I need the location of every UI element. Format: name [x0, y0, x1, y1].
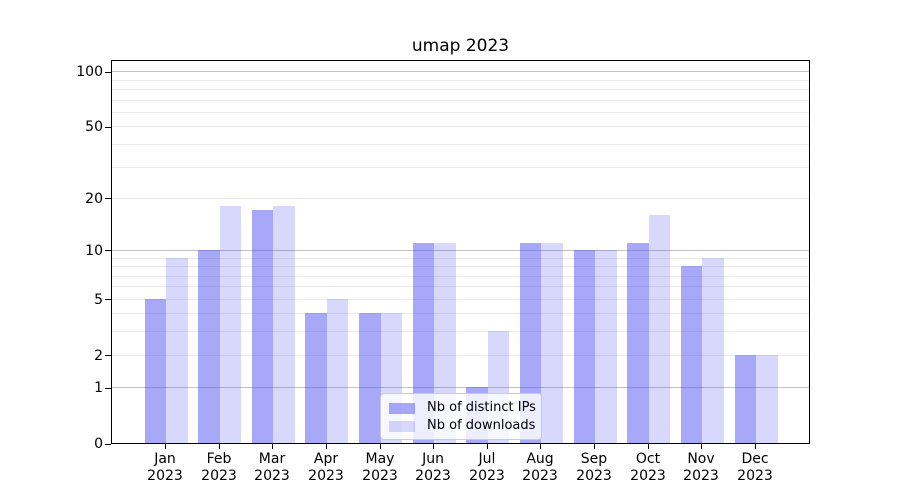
x-tick-mark-jun-2023 [433, 444, 434, 449]
x-tick-mark-aug-2023 [540, 444, 541, 449]
x-tick-mark-sep-2023 [594, 444, 595, 449]
gridline-minor-5 [112, 298, 809, 300]
legend-label-downloads: Nb of downloads [427, 418, 536, 433]
gridline-minor-2 [112, 354, 809, 356]
bar-nb-of-distinct-ips-apr-2023 [305, 313, 327, 443]
bar-nb-of-downloads-apr-2023 [326, 298, 349, 443]
gridline-minor-90 [112, 79, 809, 81]
y-tick-mark-0 [105, 444, 111, 445]
x-tick-mark-feb-2023 [219, 444, 220, 449]
bar-nb-of-downloads-oct-2023 [648, 214, 671, 443]
y-tick-mark-10 [105, 250, 111, 251]
x-tick-label-jul-2023: Jul 2023 [469, 451, 505, 484]
bar-nb-of-downloads-mar-2023 [273, 206, 295, 443]
x-tick-mark-apr-2023 [326, 444, 327, 449]
gridline-minor-4 [112, 313, 809, 315]
x-tick-label-oct-2023: Oct 2023 [630, 451, 666, 484]
y-tick-label-50: 50 [85, 119, 103, 135]
gridline-minor-9 [112, 257, 809, 259]
legend: Nb of distinct IPs Nb of downloads [380, 393, 542, 440]
legend-item-downloads: Nb of downloads [389, 418, 536, 434]
y-tick-label-5: 5 [94, 292, 103, 308]
x-tick-label-jan-2023: Jan 2023 [147, 451, 183, 484]
x-tick-mark-dec-2023 [755, 444, 756, 449]
gridline-minor-7 [112, 275, 809, 277]
gridline-minor-6 [112, 286, 809, 288]
x-tick-label-apr-2023: Apr 2023 [308, 451, 344, 484]
x-tick-label-may-2023: May 2023 [362, 451, 398, 484]
y-tick-label-0: 0 [94, 436, 103, 452]
gridline-minor-80 [112, 89, 809, 91]
y-tick-mark-20 [105, 198, 111, 199]
bar-nb-of-distinct-ips-may-2023 [359, 313, 381, 443]
bar-nb-of-distinct-ips-oct-2023 [627, 242, 649, 443]
bar-nb-of-downloads-sep-2023 [595, 250, 617, 443]
bar-nb-of-distinct-ips-aug-2023 [519, 242, 542, 443]
plot-area [111, 60, 810, 444]
gridline-minor-20 [112, 197, 809, 199]
gridline-major-1 [112, 387, 809, 389]
y-tick-mark-100 [105, 72, 111, 73]
x-tick-mark-oct-2023 [648, 444, 649, 449]
y-tick-label-20: 20 [85, 191, 103, 207]
bar-nb-of-downloads-jun-2023 [434, 242, 456, 443]
y-tick-label-1: 1 [94, 380, 103, 396]
x-tick-mark-mar-2023 [272, 444, 273, 449]
x-tick-label-dec-2023: Dec 2023 [737, 451, 773, 484]
gridline-minor-60 [112, 112, 809, 114]
legend-swatch-downloads [389, 420, 415, 432]
legend-swatch-distinct-ips [389, 402, 415, 414]
bar-nb-of-distinct-ips-sep-2023 [573, 250, 596, 443]
bar-nb-of-distinct-ips-mar-2023 [251, 210, 274, 443]
bar-nb-of-distinct-ips-nov-2023 [680, 266, 703, 443]
y-tick-label-100: 100 [76, 64, 103, 80]
bar-nb-of-distinct-ips-jan-2023 [144, 298, 166, 443]
x-tick-label-mar-2023: Mar 2023 [254, 451, 290, 484]
chart-title: umap 2023 [411, 36, 510, 56]
bar-nb-of-distinct-ips-feb-2023 [198, 250, 220, 443]
x-tick-label-sep-2023: Sep 2023 [576, 451, 612, 484]
x-tick-label-jun-2023: Jun 2023 [415, 451, 451, 484]
legend-label-distinct-ips: Nb of distinct IPs [427, 400, 536, 415]
gridline-major-10 [112, 249, 809, 251]
x-tick-mark-jan-2023 [165, 444, 166, 449]
bar-nb-of-distinct-ips-jun-2023 [412, 242, 435, 443]
gridline-minor-50 [112, 126, 809, 128]
gridline-minor-3 [112, 331, 809, 333]
gridline-minor-30 [112, 166, 809, 168]
x-tick-mark-jul-2023 [487, 444, 488, 449]
y-tick-mark-1 [105, 388, 111, 389]
gridline-minor-8 [112, 266, 809, 268]
bar-nb-of-downloads-dec-2023 [756, 354, 778, 443]
legend-item-distinct-ips: Nb of distinct IPs [389, 400, 536, 416]
y-tick-label-2: 2 [94, 348, 103, 364]
x-tick-mark-nov-2023 [701, 444, 702, 449]
x-tick-label-nov-2023: Nov 2023 [683, 451, 719, 484]
bar-nb-of-downloads-aug-2023 [541, 242, 563, 443]
y-tick-mark-50 [105, 127, 111, 128]
bar-nb-of-downloads-jan-2023 [166, 257, 188, 443]
gridline-minor-70 [112, 99, 809, 101]
x-tick-label-aug-2023: Aug 2023 [522, 451, 558, 484]
y-tick-mark-2 [105, 355, 111, 356]
bar-nb-of-distinct-ips-dec-2023 [734, 354, 757, 443]
y-tick-mark-5 [105, 299, 111, 300]
bar-nb-of-downloads-nov-2023 [702, 257, 724, 443]
x-tick-mark-may-2023 [380, 444, 381, 449]
x-tick-label-feb-2023: Feb 2023 [201, 451, 237, 484]
gridline-major-100 [112, 71, 809, 73]
y-tick-label-10: 10 [85, 243, 103, 259]
gridline-minor-40 [112, 144, 809, 146]
bar-nb-of-downloads-feb-2023 [219, 206, 242, 443]
